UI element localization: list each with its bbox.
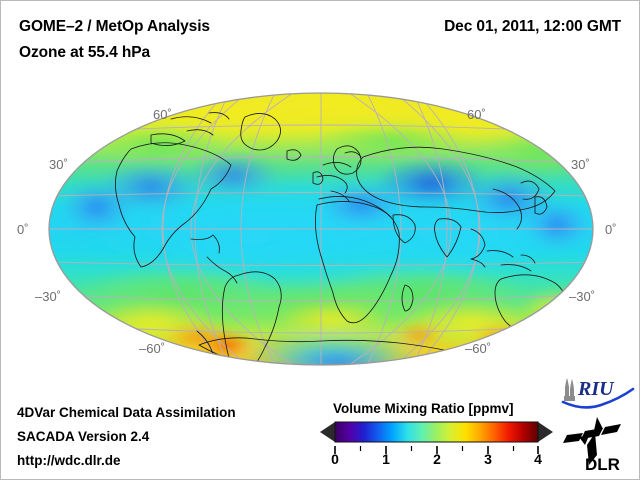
lat-label-0-right: 0˚ (605, 222, 617, 237)
colorbar-tick-1: 1 (382, 451, 390, 467)
map-svg (48, 92, 594, 366)
colorbar-tick-4: 4 (534, 451, 542, 467)
global-ozone-map: 60˚ 60˚ 30˚ 30˚ 0˚ 0˚ –30˚ –30˚ –60˚ –60… (1, 79, 639, 379)
lat-label-30s-left: –30˚ (35, 289, 62, 304)
riu-swoosh-icon (561, 387, 635, 409)
dlr-logo: DLR (563, 415, 633, 474)
lat-label-0-left: 0˚ (17, 222, 29, 237)
riu-wordmark: RIU (577, 378, 615, 400)
lat-label-60n-right: 60˚ (467, 107, 486, 122)
cathedral-towers-icon (564, 378, 575, 401)
lat-label-60n-left: 60˚ (153, 107, 172, 122)
colorbar-title: Volume Mixing Ratio [ppmv] (333, 401, 514, 416)
colorbar (319, 421, 554, 443)
lat-label-60s-right: –60˚ (465, 341, 492, 356)
lat-label-30n-left: 30˚ (49, 157, 68, 172)
product-subtitle: Ozone at 55.4 hPa (19, 44, 150, 61)
footer-line-method: 4DVar Chemical Data Assimilation (17, 405, 236, 420)
page-title: GOME–2 / MetOp Analysis (19, 18, 210, 35)
lat-label-60s-left: –60˚ (139, 341, 166, 356)
colorbar-tick-0: 0 (331, 451, 339, 467)
colorbar-gradient (334, 421, 539, 443)
lat-label-30n-right: 30˚ (571, 157, 590, 172)
colorbar-extend-low (320, 422, 335, 442)
graticule (49, 93, 593, 365)
colorbar-ticks (319, 443, 554, 454)
dlr-wordmark: DLR (585, 455, 620, 473)
riu-logo: RIU (561, 377, 635, 411)
colorbar-tick-3: 3 (484, 451, 492, 467)
colorbar-svg (320, 421, 553, 443)
colorbar-tick-2: 2 (433, 451, 441, 467)
timestamp-label: Dec 01, 2011, 12:00 GMT (444, 18, 621, 35)
globe-outline (48, 92, 594, 366)
dlr-mark-icon (563, 417, 621, 465)
footer-line-version: SACADA Version 2.4 (17, 429, 150, 444)
colorbar-extend-high (538, 422, 553, 442)
lat-label-30s-right: –30˚ (569, 289, 596, 304)
footer-line-url[interactable]: http://wdc.dlr.de (17, 453, 121, 468)
